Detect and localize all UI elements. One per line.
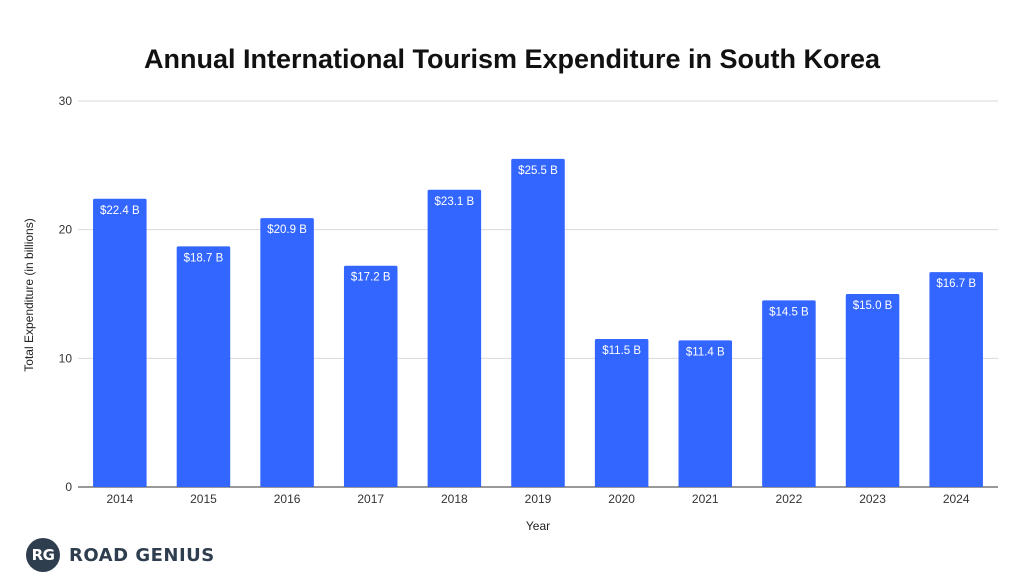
bar: [176, 246, 231, 487]
data-labels: $22.4 B $18.7 B $20.9 B $17.2 B $23.1 B $25.5…: [100, 165, 976, 358]
bar-value-label: $25.5 B: [518, 165, 558, 177]
x-tick-label: 2020: [608, 492, 635, 506]
x-tick-label: 2017: [357, 492, 384, 506]
x-tick-label: 2021: [692, 492, 719, 506]
x-tick-label: 2014: [106, 492, 133, 506]
y-tick-label: 20: [59, 223, 73, 237]
bar: [845, 294, 900, 487]
bar-value-label: $22.4 B: [100, 205, 140, 217]
x-axis-title: Year: [526, 519, 550, 533]
bar: [762, 300, 816, 487]
bar: [260, 218, 314, 487]
bar-value-label: $16.7 B: [936, 278, 976, 290]
bar-value-label: $20.9 B: [267, 224, 307, 236]
road-genius-logo: RG ROAD GENIUS: [26, 537, 215, 573]
x-tick-label: 2023: [859, 492, 886, 506]
x-tick-label: 2022: [776, 492, 803, 506]
bar-value-label: $11.5 B: [602, 345, 641, 357]
bar: [93, 198, 147, 487]
bar-value-label: $11.4 B: [686, 346, 725, 358]
bar: [427, 189, 482, 487]
bar: [594, 339, 649, 487]
bar: [511, 158, 565, 487]
y-tick-label: 10: [59, 351, 73, 365]
y-axis-title: Total Expenditure (in billions): [22, 218, 36, 371]
bar-value-label: $17.2 B: [351, 272, 391, 284]
bar-value-label: $18.7 B: [184, 252, 224, 264]
axes: 0 10 20 30 2014 2015 2016 2017 2018 2019 2020 2021 2…: [59, 94, 998, 506]
bars: [93, 158, 983, 487]
x-tick-label: 2016: [274, 492, 301, 506]
logo-badge: RG: [26, 538, 60, 572]
chart-title: Annual International Tourism Expenditure…: [143, 44, 881, 74]
y-tick-label: 30: [59, 94, 73, 108]
bar-value-label: $15.0 B: [853, 300, 893, 312]
x-tick-label: 2015: [190, 492, 217, 506]
logo-wordmark: ROAD GENIUS: [69, 544, 215, 566]
bar: [678, 340, 733, 487]
x-tick-label: 2019: [525, 492, 552, 506]
x-tick-label: 2018: [441, 492, 468, 506]
bar: [929, 272, 983, 487]
bar-value-label: $23.1 B: [435, 196, 475, 208]
bar-value-label: $14.5 B: [769, 306, 809, 318]
x-tick-label: 2024: [943, 492, 970, 506]
bar: [343, 265, 398, 487]
y-tick-label: 0: [65, 480, 72, 494]
